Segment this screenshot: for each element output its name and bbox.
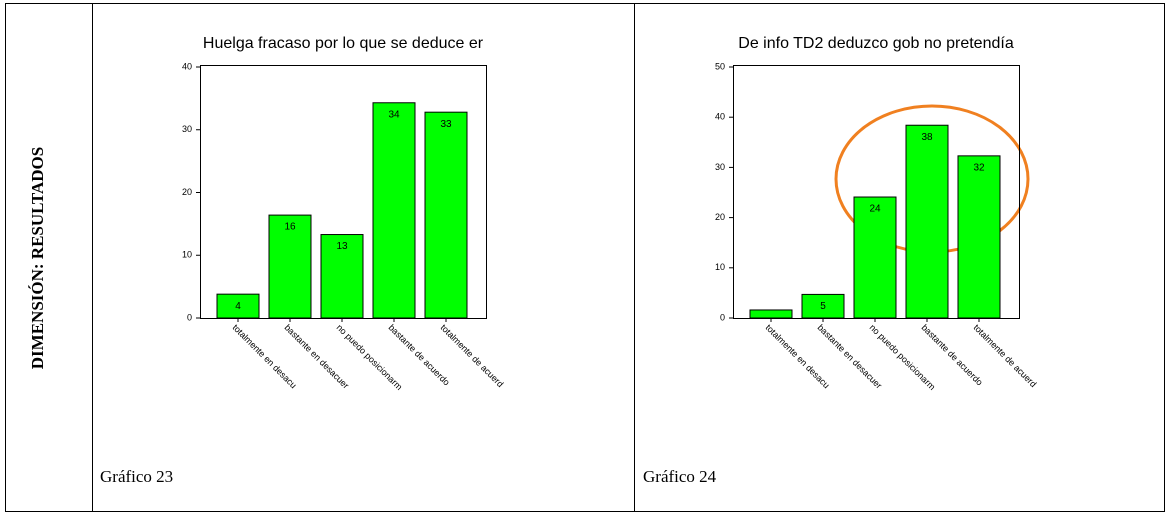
value-label: 5: [820, 301, 826, 312]
bar: [268, 214, 312, 319]
chart-title: Huelga fracaso por lo que se deduce er: [203, 35, 484, 52]
y-tick-label: 50: [715, 61, 725, 71]
table-border: [5, 3, 1165, 512]
plot-area: [200, 65, 487, 319]
y-tick-label: 20: [182, 187, 192, 197]
y-tick-label: 30: [182, 124, 192, 134]
bar: [424, 111, 468, 319]
y-tick-label: 40: [182, 61, 192, 71]
y-tick-label: 10: [182, 250, 192, 260]
value-label: 4: [235, 301, 241, 312]
chart-title: De info TD2 deduzco gob no pretendía: [738, 35, 1014, 52]
value-label: 24: [869, 204, 881, 215]
y-tick-label: 0: [187, 312, 192, 322]
value-label: 38: [921, 132, 933, 143]
value-label: 33: [440, 119, 452, 130]
y-tick-label: 10: [715, 262, 725, 272]
value-label: 32: [973, 162, 985, 173]
bar: [905, 124, 949, 319]
caption: Gráfico 24: [643, 467, 717, 486]
caption: Gráfico 23: [100, 467, 173, 486]
bar: [957, 155, 1001, 319]
y-tick-label: 0: [720, 312, 725, 322]
value-label: 16: [284, 222, 296, 233]
value-label: 34: [388, 109, 400, 120]
bar: [749, 309, 793, 319]
y-tick-label: 40: [715, 112, 725, 122]
value-label: 13: [336, 241, 348, 252]
bar: [372, 102, 416, 319]
y-tick-label: 30: [715, 162, 725, 172]
bar: [853, 196, 897, 319]
y-tick-label: 20: [715, 212, 725, 222]
section-label: DIMENSIÓN: RESULTADOS: [28, 147, 47, 369]
